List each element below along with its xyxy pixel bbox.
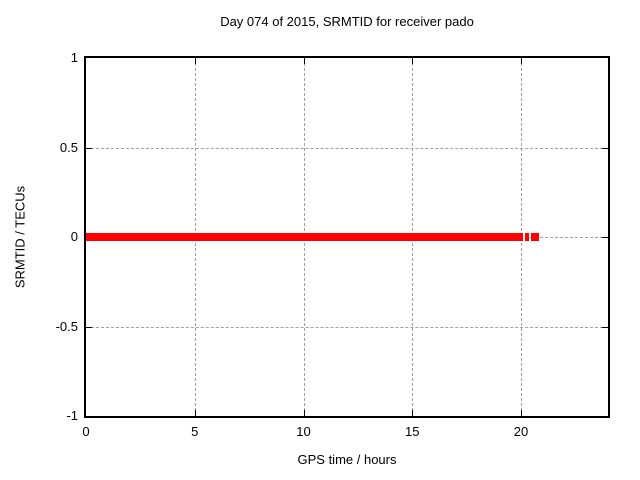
data-segment <box>524 233 529 241</box>
plot-area: 0 5 10 15 20 1 0.5 0 -0.5 -1 <box>56 51 610 439</box>
y-tick-label: 0.5 <box>59 139 78 155</box>
data-segment <box>86 233 524 241</box>
x-tick <box>194 58 196 64</box>
x-tick <box>303 58 305 64</box>
y-tick-label: 1 <box>70 50 78 65</box>
x-tick-label: 20 <box>513 424 529 439</box>
y-gridline <box>86 147 608 149</box>
data-segment <box>536 233 540 241</box>
x-tick-label: 10 <box>296 424 311 439</box>
x-tick-label: 15 <box>405 424 420 439</box>
y-tick <box>602 237 608 238</box>
x-tick <box>303 410 305 416</box>
y-gridline <box>86 326 608 328</box>
y-tick-label: -1 <box>66 408 78 423</box>
x-tick <box>194 410 196 416</box>
x-tick <box>521 58 522 64</box>
x-tick <box>412 410 414 416</box>
x-tick-label: 5 <box>191 424 199 439</box>
y-tick <box>86 326 92 328</box>
y-tick-label: 0 <box>70 229 78 244</box>
x-tick <box>412 58 414 64</box>
data-segment <box>531 233 536 241</box>
x-tick <box>521 410 522 416</box>
x-axis-label: GPS time / hours <box>297 452 397 467</box>
x-tick-label: 0 <box>82 424 90 439</box>
y-tick-label: -0.5 <box>55 318 78 334</box>
chart-title: Day 074 of 2015, SRMTID for receiver pad… <box>220 14 474 29</box>
y-tick <box>602 147 608 149</box>
y-tick <box>602 326 608 328</box>
y-tick <box>86 147 92 149</box>
